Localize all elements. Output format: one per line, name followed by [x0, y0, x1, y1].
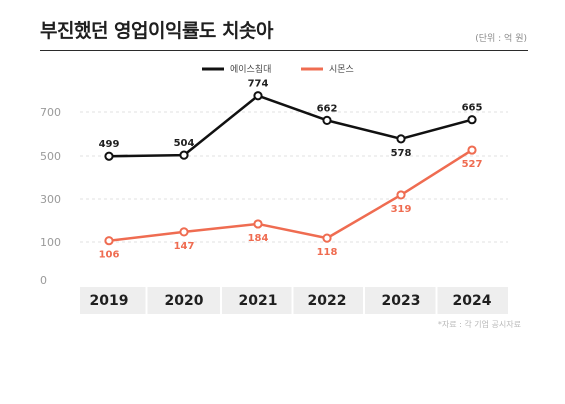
x-tick-label: 2022	[308, 293, 347, 309]
data-point	[104, 236, 114, 246]
data-label: 147	[174, 241, 195, 252]
data-point	[179, 150, 189, 160]
y-tick-label: 0	[40, 274, 47, 287]
x-tick-label: 2023	[382, 293, 421, 309]
series-line	[108, 149, 473, 242]
x-axis-band	[80, 287, 508, 314]
y-tick-label: 100	[40, 236, 61, 249]
chart-title: 부진했던 영업이익률도 치솟아	[40, 20, 273, 42]
data-label: 118	[317, 247, 338, 258]
data-point	[253, 219, 263, 229]
data-label: 774	[248, 79, 269, 90]
data-point	[396, 134, 406, 144]
series-line	[108, 94, 473, 158]
data-label: 527	[462, 159, 483, 170]
data-label: 184	[248, 233, 269, 244]
x-tick-label: 2020	[165, 293, 204, 309]
legend-label: 에이스침대	[230, 64, 271, 75]
data-point	[396, 190, 406, 200]
data-label: 319	[391, 204, 412, 215]
x-tick-label: 2021	[239, 293, 278, 309]
x-tick-label: 2024	[453, 293, 492, 309]
data-point	[104, 151, 114, 161]
data-label: 499	[99, 139, 120, 150]
unit-label: (단위 : 억 원)	[475, 34, 527, 44]
data-point	[179, 227, 189, 237]
y-tick-label: 700	[40, 106, 61, 119]
data-label: 578	[391, 148, 412, 159]
data-label: 665	[462, 103, 483, 114]
data-point	[467, 145, 477, 155]
data-label: 504	[174, 138, 195, 149]
source-note: *자료 : 각 기업 공시자료	[437, 320, 521, 329]
data-label: 662	[317, 103, 338, 114]
y-tick-label: 500	[40, 150, 61, 163]
data-point	[322, 233, 332, 243]
legend-label: 시몬스	[329, 64, 354, 75]
data-point	[253, 91, 263, 101]
data-point	[467, 115, 477, 125]
data-label: 106	[99, 250, 120, 261]
y-tick-label: 300	[40, 193, 61, 206]
title-divider	[40, 50, 528, 51]
x-tick-label: 2019	[90, 293, 129, 309]
data-point	[322, 115, 332, 125]
